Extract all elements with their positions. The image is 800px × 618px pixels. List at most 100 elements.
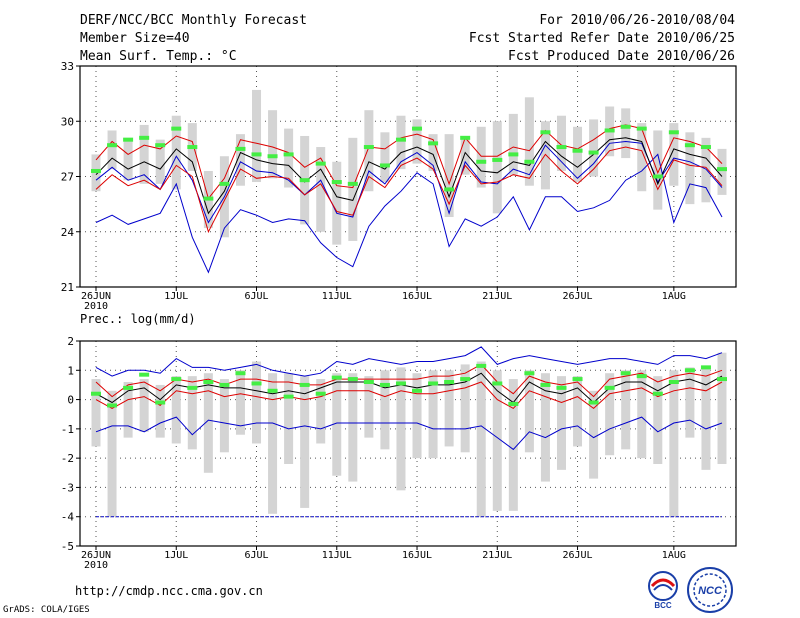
panel1-spread-box — [316, 147, 326, 232]
panel2-x-tick-label: 11JUL — [322, 550, 352, 561]
panel1-spread-box — [396, 115, 406, 170]
panel2-min-line — [95, 416, 723, 451]
panel1-y-tick-label: 30 — [61, 115, 74, 128]
panel1-spread-box — [685, 132, 695, 205]
panel2-marker — [91, 391, 101, 396]
panel1-min-line — [95, 140, 723, 224]
panel1-spread-box — [492, 121, 502, 214]
panel2-marker — [299, 382, 310, 387]
panel1-marker — [684, 143, 695, 148]
panel1-marker — [235, 146, 246, 151]
panel1-spread-box — [348, 137, 358, 241]
panel2-spread-box — [171, 376, 181, 444]
panel1-marker — [652, 174, 663, 179]
ncc-logo-text: NCC — [698, 585, 723, 597]
panel1-spread-box — [332, 161, 342, 245]
panel2-marker — [412, 388, 423, 393]
panel2-marker — [428, 381, 439, 386]
panel2-spread-box — [573, 376, 583, 447]
panel1-marker — [604, 128, 615, 133]
panel2-spread-box — [219, 379, 229, 453]
panel2-x-tick-label: 21JUL — [482, 550, 512, 561]
panel1-marker — [395, 137, 406, 142]
panel1-marker — [139, 135, 150, 140]
panel1-marker — [347, 181, 358, 186]
source-url[interactable]: http://cmdp.ncc.cma.gov.cn — [75, 584, 263, 598]
panel2-spread-box — [589, 390, 599, 479]
panel1-marker — [460, 135, 471, 140]
panel1-spread-box — [508, 113, 518, 175]
panel1-marker — [540, 130, 551, 135]
panel1-y-tick-label: 21 — [61, 281, 74, 294]
panel2-spread-box — [107, 390, 117, 517]
panel1-spread-box — [139, 124, 149, 184]
panel1-marker — [155, 143, 166, 148]
panel2-marker — [155, 400, 166, 405]
panel2-marker — [540, 382, 551, 387]
panel2-marker — [620, 371, 631, 376]
panel2-spread-box — [669, 370, 679, 517]
panel1-marker — [524, 159, 535, 164]
panel1-spread-box — [107, 130, 117, 170]
panel1-marker — [187, 145, 198, 150]
panel2-marker — [171, 377, 182, 382]
panel2-marker — [219, 382, 230, 387]
panel2-spread-box — [235, 370, 245, 435]
panel1-marker — [203, 196, 214, 201]
member-size: Member Size=40 — [80, 31, 190, 46]
panel1-mean-line — [95, 137, 723, 215]
panel1-spread-box — [428, 134, 438, 171]
panel2-marker — [524, 371, 535, 376]
panel1-marker — [717, 167, 727, 172]
panel1-x-tick-label: 16JUL — [402, 291, 432, 302]
panel2-y-tick-label: -5 — [61, 540, 74, 553]
panel1-marker — [620, 124, 631, 129]
ncc-logo: NCC — [687, 567, 733, 613]
panel2-spread-box — [396, 367, 406, 491]
panel2-x-tick-label: 1JUL — [164, 550, 188, 561]
panel2-marker — [700, 365, 711, 370]
panel2-spread-box — [653, 376, 663, 464]
panel2-spread-box — [300, 376, 310, 508]
panel2-spread-box — [524, 370, 534, 453]
panel1-marker — [476, 159, 487, 164]
panel2-spread-box — [460, 364, 470, 453]
started-refer-date: Fcst Started Refer Date 2010/06/25 — [468, 31, 735, 46]
panel1-spread-box — [573, 126, 583, 183]
panel1-spread-box — [412, 119, 422, 164]
panel1-marker — [171, 126, 182, 131]
panel2-marker — [684, 368, 695, 373]
panel1-spread-box — [621, 108, 631, 159]
panel2-y-tick-label: 0 — [67, 394, 74, 407]
produced-date: Fcst Produced Date 2010/06/26 — [508, 49, 735, 64]
panel1-marker — [363, 145, 374, 150]
bcc-logo-text: BCC — [654, 601, 672, 610]
panel2-spread-box — [155, 384, 165, 438]
panel2-marker — [139, 372, 150, 377]
panel2-marker — [492, 381, 503, 386]
panel2-marker — [556, 385, 567, 390]
panel2-spread-box — [605, 373, 615, 456]
panel2-frame — [79, 340, 737, 547]
panel2-spread-box — [412, 373, 422, 459]
panel2-marker — [235, 371, 246, 376]
panel2-spread-box — [91, 379, 101, 447]
panel1-marker — [588, 150, 599, 155]
panel1-spread-box — [701, 137, 711, 203]
panel2-marker — [107, 403, 118, 408]
panel1-spread-box — [268, 110, 278, 179]
panel2-spread-box — [492, 370, 502, 511]
panel1-spread-box — [637, 123, 647, 192]
panel1-marker — [107, 143, 118, 148]
panel2-x-tick-sublabel: 2010 — [84, 560, 108, 571]
panel2-marker — [203, 380, 214, 384]
panel1-spread-box — [284, 128, 294, 188]
panel1-spread-box — [235, 134, 245, 186]
panel2-y-tick-label: -3 — [61, 481, 74, 494]
panel2-x-tick-label: 1AUG — [662, 550, 686, 561]
panel1-x-tick-label: 6JUL — [244, 291, 268, 302]
panel2-x-tick-label: 6JUL — [244, 550, 268, 561]
precip-label: Prec.: log(mm/d) — [80, 312, 196, 326]
panel2-x-tick-label: 26JUL — [562, 550, 592, 561]
